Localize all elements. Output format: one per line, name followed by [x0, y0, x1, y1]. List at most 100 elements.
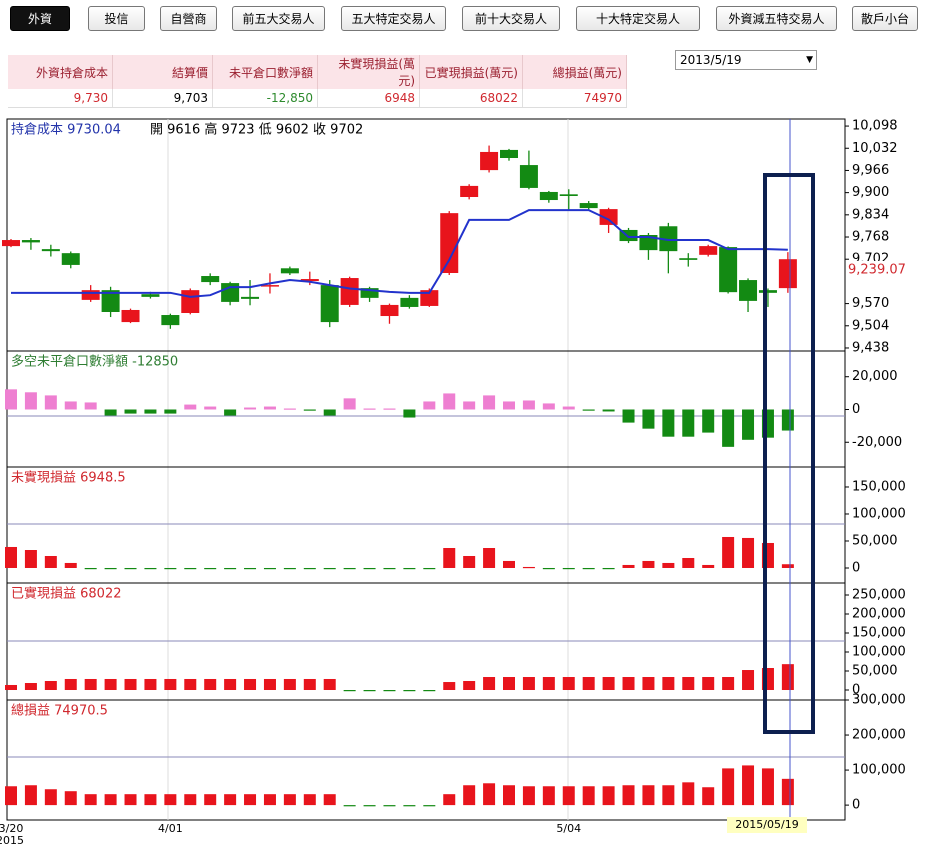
summary-header-cell: 結算價	[112, 55, 213, 89]
bar	[483, 783, 496, 806]
bar	[403, 409, 416, 418]
bar	[403, 690, 416, 692]
bar	[283, 408, 296, 410]
bar	[602, 677, 615, 691]
candle-body	[221, 283, 240, 302]
bar	[84, 678, 97, 691]
bar	[423, 805, 436, 807]
bar	[562, 567, 575, 570]
summary-value: 74970	[522, 89, 627, 108]
bar	[463, 785, 476, 806]
bar	[423, 690, 436, 692]
y-tick-label: -20,000	[852, 435, 902, 450]
y-tick-label: 0	[852, 798, 860, 813]
candle-body	[360, 288, 379, 298]
bar	[542, 567, 555, 570]
bar	[582, 786, 595, 806]
bar	[522, 566, 535, 569]
bar	[5, 684, 17, 691]
bar	[503, 785, 515, 806]
y-tick-label: 0	[852, 402, 860, 417]
y-tick-label: 20,000	[852, 369, 898, 384]
bar	[722, 677, 735, 691]
bar	[323, 678, 336, 691]
tab[interactable]: 五大特定交易人	[341, 6, 446, 31]
summary-table: 外資持倉成本 結算價 未平倉口數淨額 未實現損益(萬元) 已實現損益(萬元) 總損益(萬元…	[8, 55, 627, 108]
chart-title: 持倉成本 9730.04	[11, 123, 121, 138]
bar	[602, 409, 615, 412]
summary-value: -12,850	[212, 89, 318, 108]
bar	[522, 400, 535, 410]
candle-body	[320, 285, 339, 323]
bar	[184, 404, 197, 410]
y-tick-label: 9,768	[852, 230, 889, 245]
candle-body	[778, 259, 797, 289]
summary-header-cell: 未實現損益(萬元)	[317, 55, 420, 89]
bar	[323, 567, 336, 570]
tab[interactable]: 十大特定交易人	[576, 6, 700, 31]
candle-body	[181, 290, 200, 314]
bar	[263, 406, 276, 410]
bar	[84, 567, 97, 570]
y-tick-label: 100,000	[852, 506, 906, 521]
date-select[interactable]: 2013/5/19 ▼	[675, 50, 817, 70]
bar	[702, 564, 715, 568]
bar	[44, 789, 57, 806]
candle-body	[300, 279, 319, 282]
bar	[204, 567, 217, 570]
bar	[662, 562, 675, 568]
bar	[244, 407, 257, 410]
candle-body	[81, 290, 100, 300]
bar	[582, 409, 595, 411]
bar	[542, 677, 555, 691]
tab[interactable]: 投信	[88, 6, 145, 31]
bar	[383, 805, 396, 807]
candle-body	[241, 296, 260, 299]
bar	[343, 567, 356, 570]
bar	[463, 555, 476, 568]
tab[interactable]: 外資減五特交易人	[716, 6, 837, 31]
y-tick-label: 50,000	[852, 533, 898, 548]
tab[interactable]: 散戶小台	[852, 6, 918, 31]
y-tick-label: 0	[852, 560, 860, 575]
bar	[503, 560, 515, 568]
tab[interactable]: 自營商	[160, 6, 217, 31]
tab[interactable]: 前十大交易人	[462, 6, 560, 31]
candle-body	[420, 290, 439, 306]
bar	[343, 398, 356, 410]
bar	[642, 677, 655, 691]
y-tick-label: 100,000	[852, 763, 906, 778]
bar	[263, 678, 276, 691]
bar	[5, 546, 17, 568]
bar	[164, 678, 177, 691]
bar	[283, 678, 296, 691]
bar	[303, 794, 316, 806]
candle-body	[599, 209, 618, 225]
candle-body	[2, 240, 20, 247]
bar	[642, 409, 655, 429]
bar	[44, 681, 57, 691]
tab[interactable]: 前五大交易人	[232, 6, 325, 31]
tab[interactable]: 外資	[10, 6, 70, 31]
summary-header-cell: 未平倉口數淨額	[212, 55, 318, 89]
cursor-label: 9,239.07	[848, 263, 906, 278]
year-label: 2015	[0, 834, 24, 845]
summary-value: 9,730	[8, 89, 113, 108]
candle-body	[121, 309, 140, 323]
bar	[124, 567, 137, 570]
bar	[742, 670, 755, 691]
y-tick-label: 250,000	[852, 588, 906, 603]
candle-body	[21, 240, 40, 243]
date-value: 2013/5/19	[680, 53, 742, 67]
y-tick-label: 9,966	[852, 163, 889, 178]
bar	[542, 786, 555, 806]
dropdown-arrow[interactable]: ▼	[806, 55, 813, 65]
bar	[184, 567, 197, 570]
summary-values: 9,730 9,703 -12,850 6948 68022 74970	[8, 89, 627, 108]
bar	[383, 408, 396, 410]
bar	[64, 562, 77, 568]
bar	[64, 791, 77, 806]
candle-body	[41, 249, 60, 252]
bar	[443, 682, 456, 691]
